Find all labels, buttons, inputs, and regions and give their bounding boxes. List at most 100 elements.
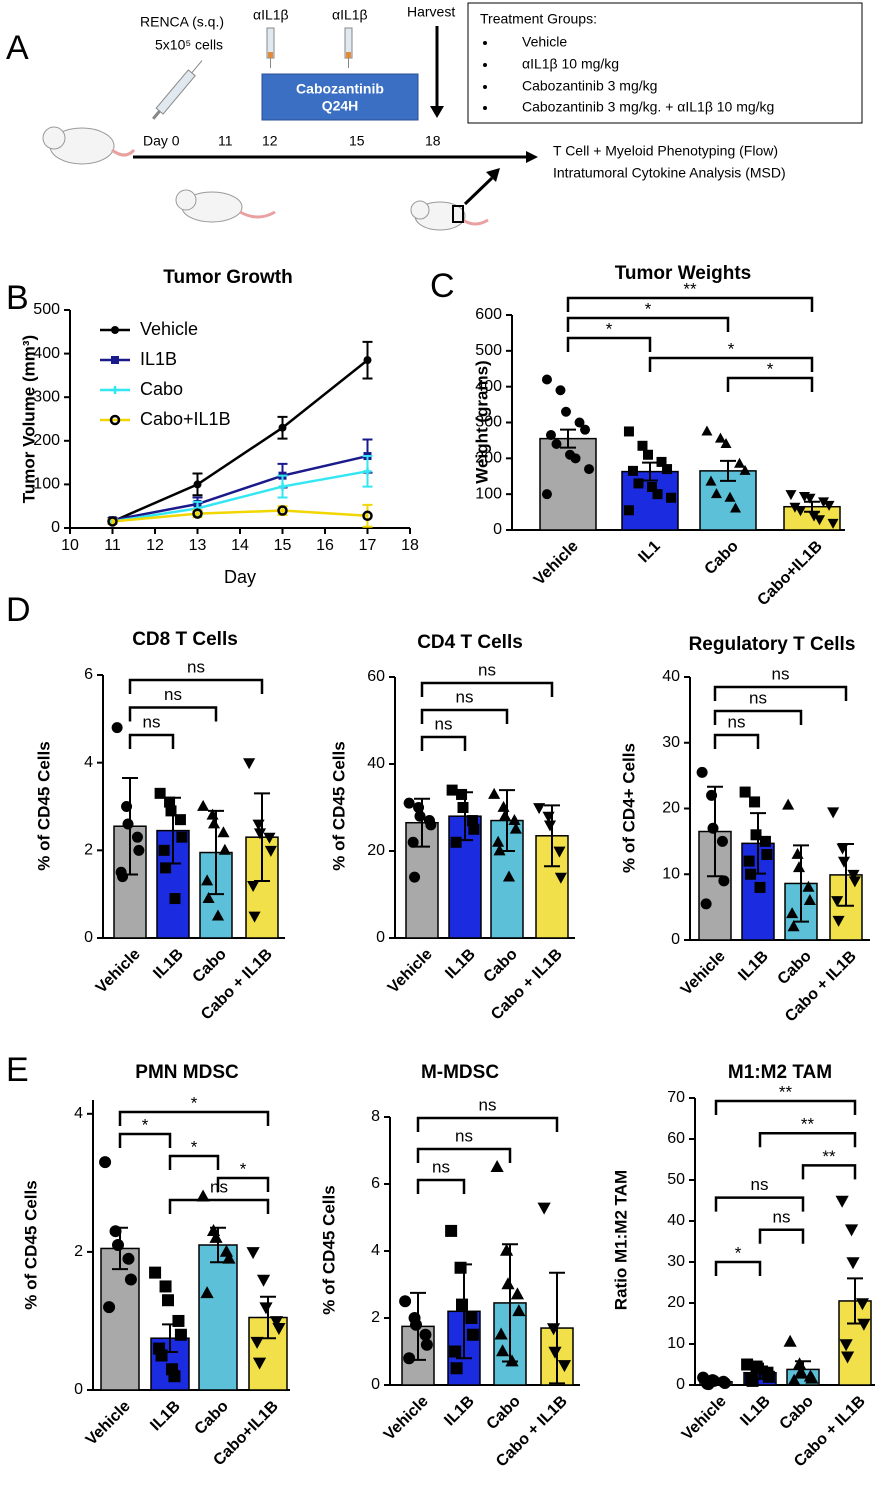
x-tick-label: Vehicle <box>83 1398 134 1449</box>
y-tick-label: 10 <box>662 865 680 882</box>
data-point <box>823 500 835 511</box>
data-point <box>710 488 722 499</box>
data-point <box>510 1287 525 1300</box>
error-bar <box>260 1295 276 1340</box>
bar <box>248 1316 288 1391</box>
data-point <box>741 1358 754 1371</box>
significance-bracket <box>566 296 814 312</box>
error-bar <box>456 1263 472 1360</box>
data-point <box>787 920 800 932</box>
data-point <box>494 1327 508 1340</box>
y-tick-label: 100 <box>33 476 60 493</box>
mouse-head <box>42 126 66 150</box>
data-point <box>720 438 732 448</box>
significance-bracket <box>713 733 760 749</box>
data-point <box>541 374 552 385</box>
y-tick-label: 300 <box>33 388 60 405</box>
readout-label: Intratumoral Cytokine Analysis (MSD) <box>553 165 786 181</box>
significance-label: ns <box>164 685 182 704</box>
significance-bracket <box>714 1196 805 1212</box>
data-point <box>490 1160 504 1173</box>
significance-bracket <box>416 1116 559 1132</box>
significance-label: ns <box>772 664 790 683</box>
y-tick-label: 300 <box>475 414 502 431</box>
data-point <box>409 871 421 883</box>
significance-bracket <box>420 708 509 724</box>
data-point <box>724 491 736 502</box>
significance-bracket <box>168 1154 220 1170</box>
significance-bracket <box>566 336 652 352</box>
data-point <box>512 1304 526 1317</box>
x-tick-label: 15 <box>274 537 292 554</box>
significance-bracket <box>758 1228 805 1244</box>
data-point <box>739 464 751 475</box>
x-tick-label: Cabo <box>775 948 815 988</box>
x-tick-label: 16 <box>316 537 334 554</box>
y-axis-label: % of CD45 Cells <box>329 741 348 870</box>
x-tick-label: Cabo <box>190 946 230 986</box>
data-point <box>425 819 437 831</box>
error-bar <box>750 812 766 875</box>
error-bar <box>707 785 723 878</box>
syringe-icon <box>266 27 353 68</box>
panel-label: A <box>6 29 29 67</box>
error-bar <box>642 461 658 482</box>
data-point <box>739 786 751 798</box>
data-point <box>551 439 562 449</box>
legend-marker <box>109 414 121 426</box>
data-point <box>103 1301 116 1314</box>
data-point <box>456 788 468 800</box>
y-tick-label: 4 <box>371 1242 380 1259</box>
data-point <box>264 845 277 857</box>
data-point <box>498 809 512 821</box>
data-point <box>419 1328 432 1341</box>
x-tick-label: 12 <box>146 537 164 554</box>
x-tick-label: IL1B <box>147 1398 184 1435</box>
data-point <box>787 1373 801 1386</box>
schematic: RENCA (s.q.) 5x10⁵ cells αIL1β αIL1β Cab… <box>42 2 863 231</box>
data-point <box>509 822 522 834</box>
syringe-icon <box>152 60 203 120</box>
data-point <box>209 1230 223 1243</box>
data-point <box>449 1345 462 1358</box>
data-point <box>533 803 546 815</box>
data-point <box>492 835 505 847</box>
data-point <box>488 787 501 799</box>
data-point <box>456 1298 468 1311</box>
significance-bracket <box>420 681 554 697</box>
x-tick-label: Cabo <box>481 946 521 986</box>
error-bar <box>165 796 181 865</box>
y-tick-label: 20 <box>367 842 385 859</box>
y-axis-label: % of CD45 Cells <box>34 741 53 870</box>
y-tick-label: 0 <box>671 931 680 948</box>
error-bar <box>793 844 809 923</box>
readout-arrowhead <box>486 168 500 182</box>
y-tick-label: 400 <box>33 345 60 362</box>
bullet <box>483 85 487 89</box>
data-point <box>450 836 462 848</box>
data-point <box>647 482 657 492</box>
data-point <box>493 844 506 856</box>
data-point <box>804 493 816 504</box>
readout-arrow <box>463 176 494 206</box>
x-tick-label: Cabo <box>192 1398 232 1438</box>
data-point <box>714 432 726 443</box>
data-point <box>805 1371 819 1384</box>
y-tick-label: 200 <box>475 450 502 467</box>
data-point <box>131 831 143 843</box>
y-tick-label: 20 <box>667 1294 685 1311</box>
data-point <box>553 846 566 858</box>
antibody-label: αIL1β <box>332 7 368 23</box>
data-point <box>803 893 816 905</box>
data-point <box>633 478 644 489</box>
data-point <box>154 787 166 799</box>
data-point <box>792 861 806 873</box>
error-bar <box>162 1323 178 1354</box>
data-point <box>831 896 844 908</box>
chart-title: Regulatory T Cells <box>689 634 856 655</box>
significance-label: ns <box>210 1177 228 1196</box>
error-bar <box>502 1243 518 1363</box>
panel-label: E <box>6 1051 29 1089</box>
data-point <box>623 426 634 437</box>
y-tick-label: 30 <box>667 1253 685 1270</box>
